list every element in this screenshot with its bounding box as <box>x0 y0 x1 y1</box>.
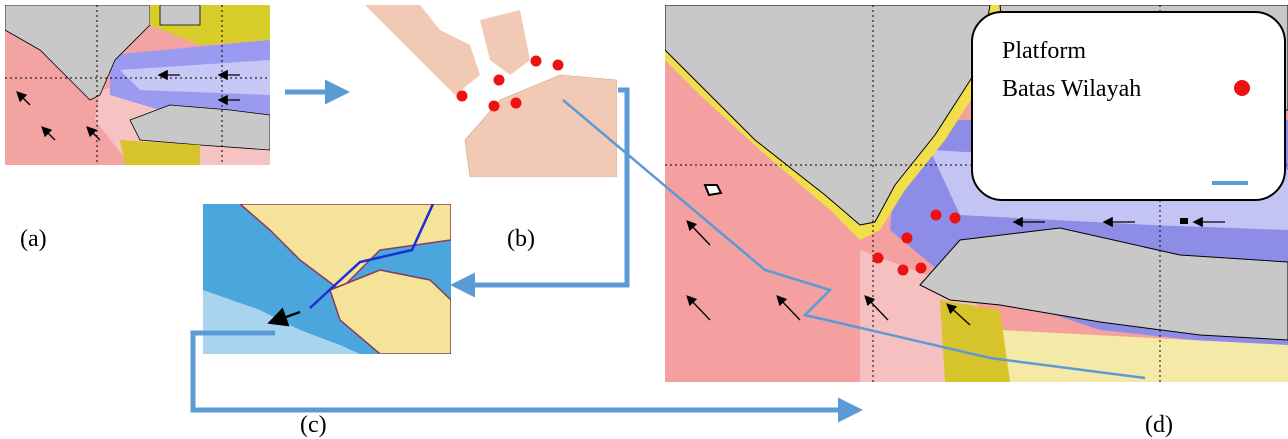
platform-dot <box>897 264 909 276</box>
label: (d) <box>1145 412 1173 438</box>
label: (c) <box>300 412 327 438</box>
label: Batas Wilayah <box>1002 76 1141 102</box>
map-shape <box>267 307 301 327</box>
map-shape <box>919 227 1288 341</box>
map-shape <box>686 295 711 321</box>
map-shape <box>686 220 711 246</box>
platform-dot <box>493 74 505 86</box>
flow-arrow <box>450 87 630 298</box>
map-shape <box>464 74 617 177</box>
map-shape <box>159 5 201 26</box>
map-shape <box>329 269 451 354</box>
map-shape <box>16 91 31 106</box>
map-shape <box>480 10 530 75</box>
boundary-line <box>562 99 1146 380</box>
map-shape <box>309 204 435 309</box>
map-shape <box>864 295 889 321</box>
platform-dot <box>456 90 468 102</box>
map-shape <box>41 126 56 141</box>
map-b <box>365 5 617 177</box>
legend: Platform Batas Wilayah <box>971 11 1286 201</box>
platform-dot <box>488 100 500 112</box>
map-a <box>5 5 270 165</box>
map-shape <box>86 126 101 141</box>
map-shape <box>120 140 200 165</box>
platform-dot <box>1234 80 1250 96</box>
flow-arrow <box>190 330 863 423</box>
map-shape <box>238 204 451 291</box>
label: (a) <box>20 226 47 252</box>
platform-dot <box>552 59 564 71</box>
label: (b) <box>507 226 535 252</box>
platform-dot <box>930 209 942 221</box>
platform-dot <box>530 55 542 67</box>
map-shape <box>971 11 1286 201</box>
map-shape <box>129 104 270 151</box>
map-c <box>203 204 451 354</box>
label: Platform <box>1002 38 1086 64</box>
platform-dot <box>510 97 522 109</box>
platform-dot <box>872 252 884 264</box>
map-shape <box>1180 218 1188 224</box>
map-shape <box>703 184 723 197</box>
platform-dot <box>949 212 961 224</box>
platform-dot <box>901 232 913 244</box>
platform-dot <box>915 262 927 274</box>
map-shape <box>776 295 801 321</box>
map-shape <box>940 300 1010 382</box>
map-shape <box>946 303 971 326</box>
map-shape <box>365 5 480 95</box>
